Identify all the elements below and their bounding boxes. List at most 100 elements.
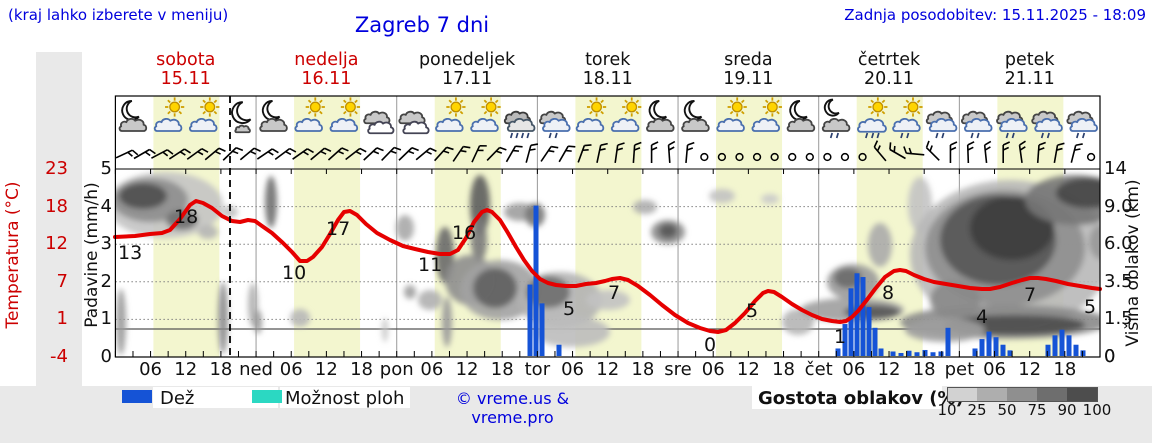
temp-value-label: 17 — [326, 218, 351, 240]
wind-barb-icon — [345, 147, 367, 161]
temp-value-label: 11 — [418, 254, 443, 276]
last-update: Zadnja posodobitev: 15.11.2025 - 18:09 — [844, 6, 1146, 24]
wind-barb-icon — [873, 140, 887, 162]
wind-barb-icon — [434, 146, 454, 162]
cloud-height-tick-label: 3.5 — [1104, 270, 1133, 292]
wind-barb-icon — [222, 147, 244, 161]
weather-icon-cloud-drizzle — [925, 110, 958, 139]
wind-calm-icon — [823, 152, 832, 162]
x-hour-label: 06 — [842, 359, 866, 380]
temp-value-label: 10 — [282, 262, 307, 284]
wind-barb-icon — [168, 148, 191, 160]
page-title: Zagreb 7 dni — [354, 13, 490, 37]
weather-icon-sun-cloud — [153, 97, 185, 132]
x-day-label: pet — [944, 359, 975, 380]
wind-barb-icon — [1018, 140, 1026, 164]
wind-barb-icon — [685, 141, 695, 164]
density-tick-label: 50 — [997, 401, 1017, 419]
location-hint: (kraj lahko izberete v meniju) — [8, 6, 229, 24]
cloud-height-tick-label: 9.0 — [1104, 195, 1133, 217]
cloud-density-label: Gostota oblakov (%) — [758, 388, 964, 409]
wind-barb-icon — [363, 147, 384, 161]
x-hour-label: 18 — [631, 359, 655, 380]
precip-tick-label: 4 — [100, 195, 112, 217]
wind-barb-icon — [505, 145, 523, 163]
wind-calm-icon — [752, 152, 762, 162]
wind-barb-icon — [925, 140, 940, 161]
rain-legend-chip — [153, 387, 278, 408]
wind-barb-icon — [471, 145, 487, 163]
x-hour-label: 06 — [561, 359, 584, 380]
temp-value-label: 5 — [563, 298, 576, 320]
wind-calm-icon — [788, 152, 797, 162]
wind-barb-icon — [949, 141, 958, 163]
x-hour-label: 06 — [279, 359, 303, 380]
weather-icon-moon — [231, 101, 252, 134]
wind-barb-icon — [1002, 141, 1011, 163]
weather-icon-sun-cloud — [435, 97, 466, 132]
rain-legend-label: Dež — [160, 388, 195, 409]
x-hour-label: 12 — [314, 359, 338, 380]
copyright-link[interactable]: © vreme.us & vreme.pro — [455, 389, 570, 427]
density-segment — [1037, 387, 1068, 402]
x-hour-label: 18 — [209, 359, 233, 380]
wind-barb-icon — [274, 147, 297, 161]
x-day-label: pon — [379, 359, 414, 380]
wind-calm-icon — [840, 152, 850, 162]
density-segment — [1067, 387, 1098, 402]
weather-icon-sun-cloud — [610, 97, 642, 132]
weather-icon-moon-cloud — [646, 99, 675, 132]
wind-barb-icon — [1053, 142, 1065, 164]
wind-barb-icon — [632, 141, 642, 164]
weather-icon-cloud-drizzle — [1066, 110, 1098, 139]
weather-icon-cloud — [363, 110, 395, 135]
temp-tick-label: 18 — [45, 195, 68, 217]
x-hour-label: 06 — [701, 359, 725, 380]
wind-barb-icon — [889, 142, 906, 160]
daytime-band — [716, 96, 783, 357]
weather-icon-cloud-drizzle — [960, 110, 993, 139]
wind-barb-icon — [256, 148, 279, 160]
wind-barb-icon — [186, 148, 209, 160]
temp-tick-label: 12 — [45, 233, 68, 255]
rain-swatch — [122, 390, 152, 403]
wind-barb-icon — [903, 146, 925, 156]
wind-barb-icon — [1036, 141, 1046, 164]
wind-barb-icon — [133, 148, 156, 160]
weather-icon-sun-cloud — [716, 97, 747, 132]
wind-barb-icon — [310, 147, 332, 161]
temp-tick-label: -4 — [50, 346, 68, 367]
temp-value-label: 13 — [118, 242, 143, 264]
x-hour-label: 18 — [772, 359, 795, 380]
weather-icon-sun-cloud — [329, 97, 361, 132]
wind-barb-icon — [614, 142, 625, 164]
weather-icon-cloud-rain — [503, 110, 536, 139]
density-segment — [977, 387, 1008, 402]
wind-barb-icon — [115, 149, 139, 159]
cloud-height-tick-label: 14 — [1104, 158, 1127, 179]
wind-barb-icon — [596, 142, 608, 163]
day-date: 17.11 — [441, 69, 493, 89]
x-day-label: ned — [239, 359, 273, 380]
x-hour-label: 06 — [420, 359, 444, 380]
wind-barb-icon — [452, 145, 471, 162]
wind-barb-icon — [1070, 143, 1083, 163]
wind-barb-icon — [239, 147, 261, 161]
temp-value-label: 18 — [174, 206, 199, 228]
wind-barb-icon — [525, 143, 539, 163]
wind-calm-icon — [717, 152, 727, 162]
weather-icon-sun-cloud — [575, 97, 607, 132]
wind-calm-icon — [700, 152, 709, 162]
density-tick-label: 100 — [1082, 401, 1112, 419]
density-segment — [1007, 387, 1038, 402]
weather-icon-moon-cloud — [681, 99, 710, 132]
wind-barb-icon — [966, 141, 975, 164]
weather-icon-moon-cloud-drizzle — [821, 98, 851, 139]
cloud-height-tick-label: 6.0 — [1104, 233, 1133, 255]
x-hour-label: 12 — [596, 359, 620, 380]
x-hour-label: 12 — [455, 359, 479, 380]
x-hour-label: 18 — [490, 359, 514, 380]
temp-tick-label: 1 — [56, 308, 68, 330]
